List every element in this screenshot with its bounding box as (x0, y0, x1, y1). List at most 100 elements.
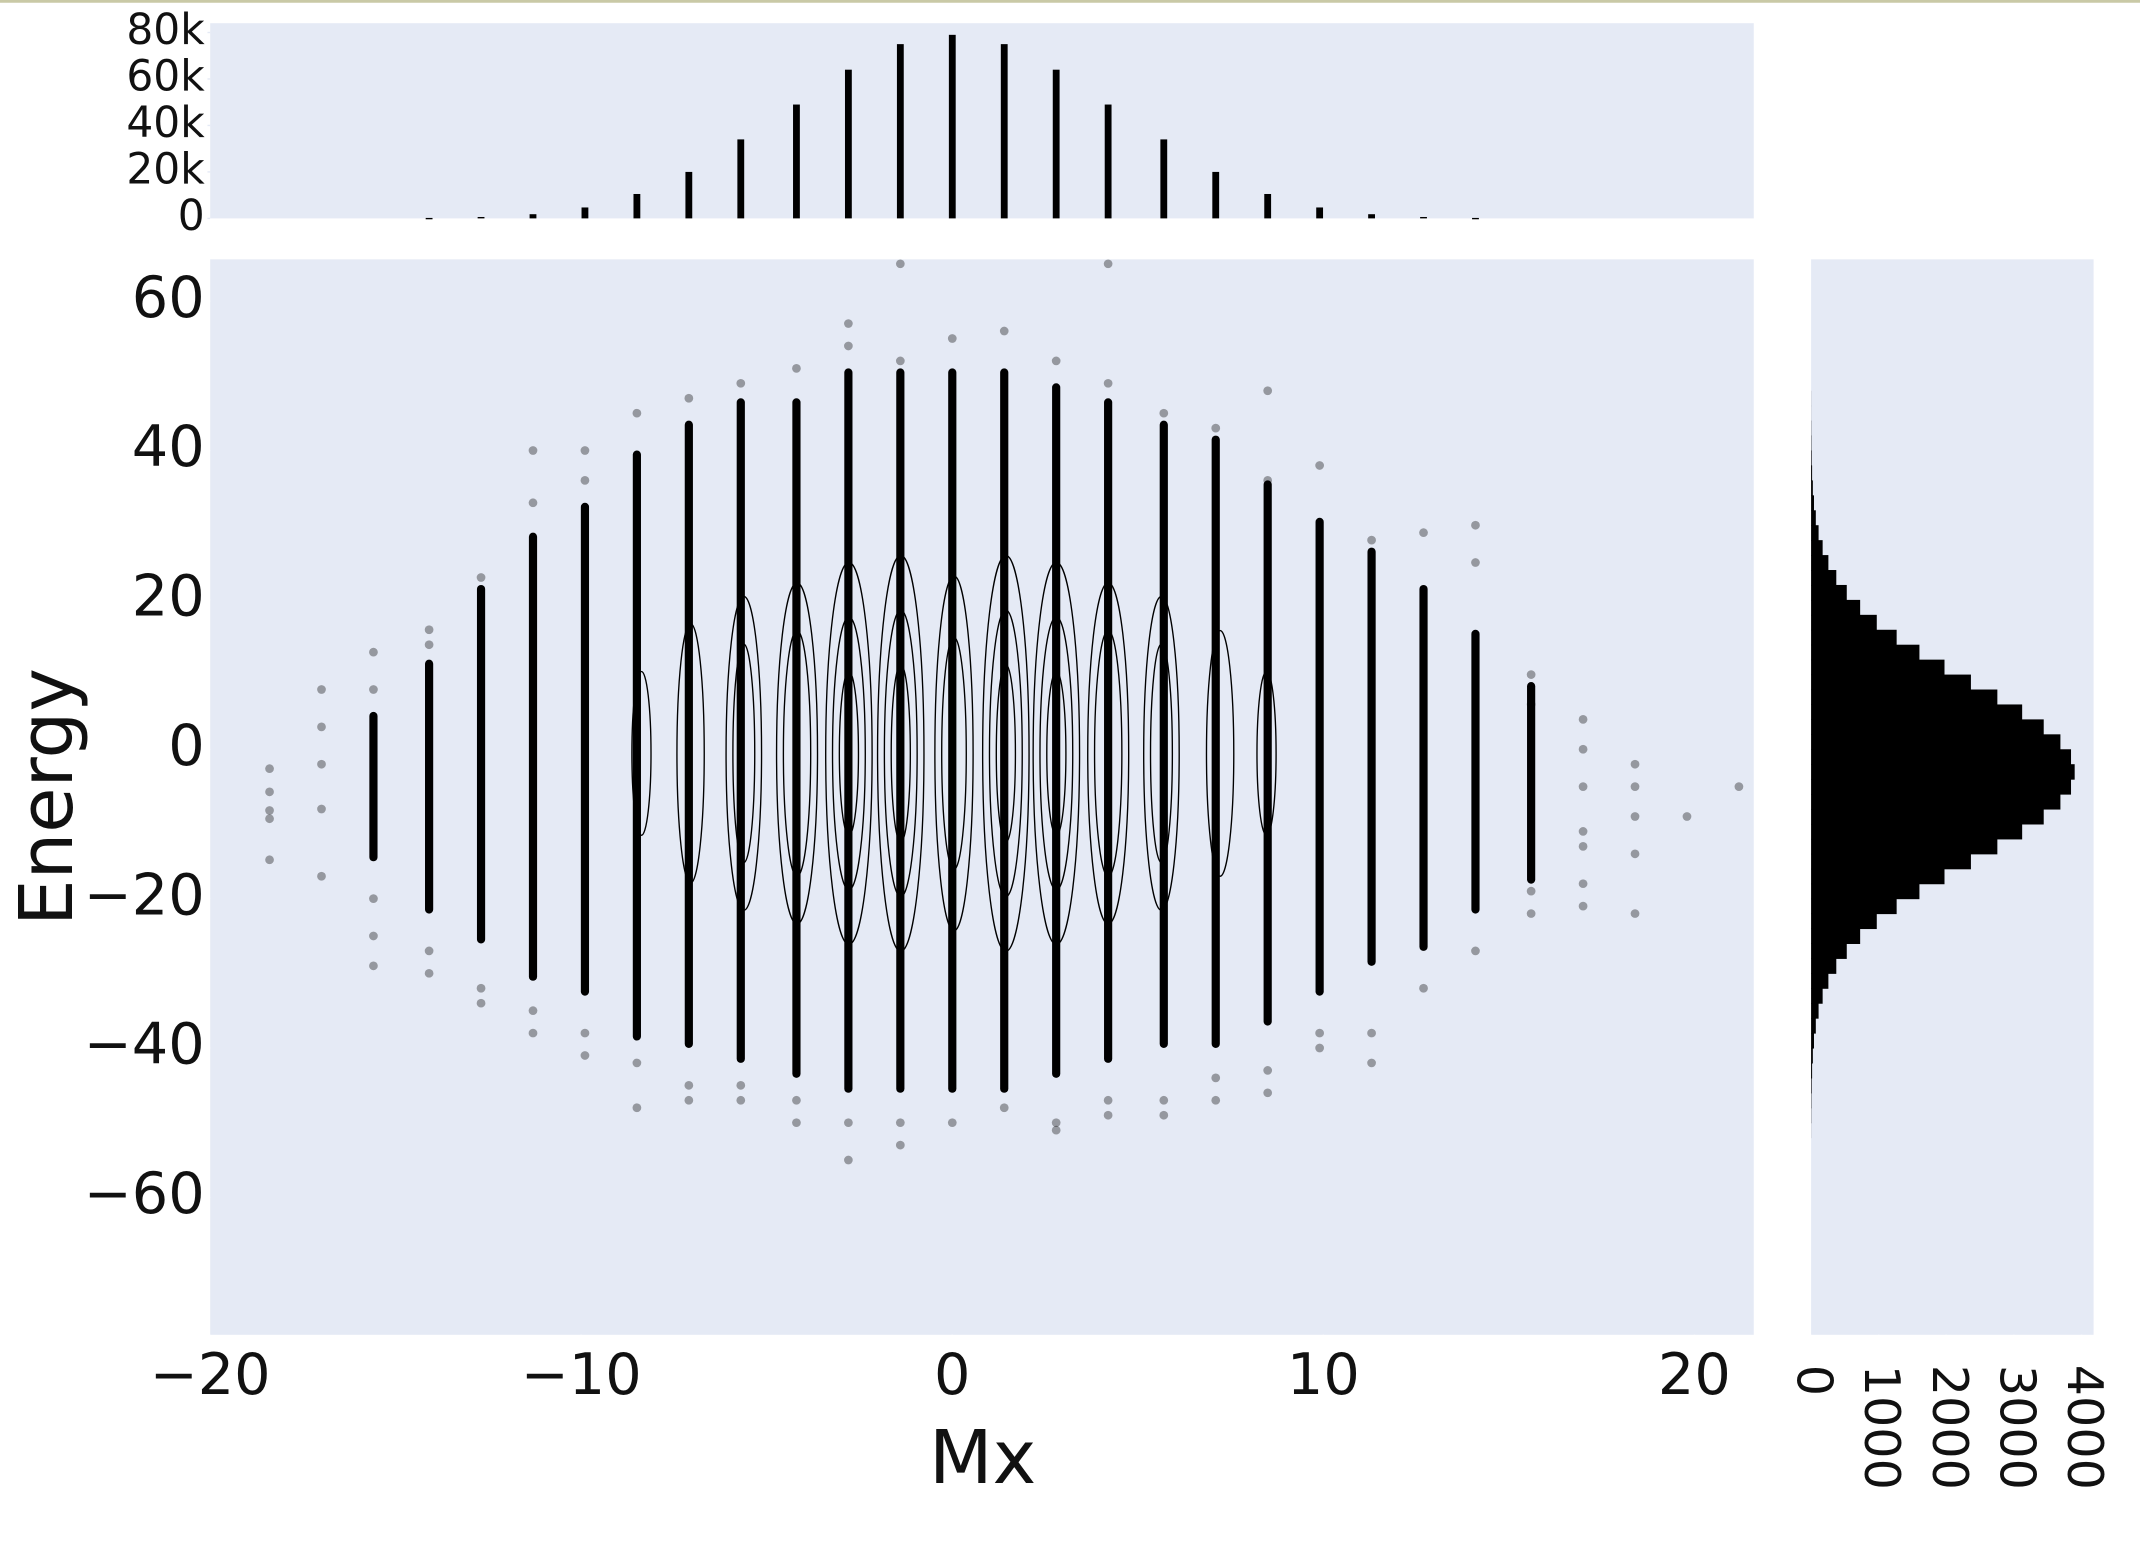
bar (1104, 104, 1112, 219)
bar (1316, 207, 1324, 219)
x-tick-label: 1000 (1853, 1365, 1911, 1490)
point (1471, 946, 1480, 956)
y-tick-label: 40k (126, 98, 205, 147)
hist-bar (1811, 1077, 1812, 1094)
contour (890, 663, 912, 843)
point (1315, 1043, 1324, 1053)
point (1211, 1095, 1221, 1105)
point (1367, 1028, 1376, 1038)
contour (1087, 582, 1130, 925)
point (265, 814, 274, 824)
x-tick-label: 0 (1786, 1365, 1844, 1396)
point (528, 446, 538, 455)
y-axis-label: Energy (5, 668, 90, 926)
point (1526, 886, 1536, 896)
hist-bar (1811, 913, 1877, 930)
point (1578, 715, 1588, 724)
point (1526, 670, 1536, 679)
point (1159, 408, 1169, 418)
point (895, 356, 905, 366)
hist-bar (1811, 584, 1847, 601)
bar (1160, 139, 1168, 219)
point (1103, 1110, 1113, 1120)
point (844, 1155, 853, 1165)
hist-bar (1811, 570, 1837, 586)
hist-bar (1811, 898, 1897, 915)
point (736, 378, 746, 388)
hist-bar (1811, 988, 1823, 1004)
bar (948, 34, 956, 219)
point (369, 685, 378, 694)
point (1578, 879, 1588, 889)
hist-bar (1811, 525, 1819, 541)
y-tick-label: −40 (84, 1011, 205, 1078)
point (476, 998, 486, 1008)
point (1630, 849, 1640, 859)
contour (934, 575, 974, 932)
hist-bar (1811, 1062, 1813, 1079)
bar (425, 217, 433, 220)
x-tick-label: −10 (521, 1341, 642, 1408)
point (1734, 782, 1744, 791)
point (1682, 812, 1692, 821)
point (1419, 528, 1428, 538)
contour (1093, 629, 1123, 877)
point (580, 1028, 590, 1038)
contour (981, 554, 1030, 952)
point (424, 946, 434, 956)
bar (1052, 69, 1060, 219)
point (999, 1103, 1009, 1113)
point (1630, 909, 1640, 918)
contour (775, 582, 819, 925)
point (1051, 1125, 1061, 1135)
contour (725, 595, 763, 912)
dense-strip (1211, 435, 1220, 1049)
hist-bar (1811, 868, 1945, 885)
point (265, 855, 274, 865)
dense-strip (1315, 517, 1324, 996)
point (999, 326, 1009, 336)
point (528, 1006, 538, 1016)
point (1367, 535, 1376, 545)
point (1578, 744, 1588, 754)
point (1103, 378, 1113, 388)
hist-bar (1811, 809, 2044, 825)
contour (1046, 670, 1067, 836)
dense-strip (1471, 629, 1480, 914)
hist-bar (1811, 973, 1829, 989)
main-panel (210, 259, 1754, 1335)
bar (529, 214, 537, 219)
point (369, 961, 378, 971)
dense-strip (736, 398, 745, 1063)
point (895, 259, 905, 269)
hist-bar (1811, 495, 1814, 511)
x-tick-label: 20 (1658, 1341, 1731, 1408)
bar (1472, 217, 1479, 220)
hist-bar (1811, 1003, 1819, 1019)
point (844, 341, 853, 351)
bar (581, 207, 589, 219)
hist-bar (1811, 883, 1920, 900)
point (1578, 827, 1588, 836)
hist-bar (1811, 555, 1829, 571)
y-tick-label: 20k (126, 144, 205, 193)
point (1630, 759, 1640, 769)
point (1630, 812, 1640, 821)
contour (1256, 670, 1277, 836)
hist-bar (1811, 689, 1998, 705)
point (792, 1095, 801, 1105)
point (1051, 1118, 1061, 1128)
y-tick-label: 0 (178, 191, 205, 240)
y-tick-label: 80k (126, 5, 205, 54)
dense-strip (1263, 480, 1272, 1026)
x-tick-label: 10 (1287, 1341, 1360, 1408)
dense-strip (476, 584, 486, 944)
point (1103, 259, 1113, 269)
bar (685, 171, 693, 219)
hist-bar (1811, 599, 1861, 616)
bar (896, 44, 904, 219)
x-tick-label: 4000 (2056, 1365, 2114, 1490)
point (1315, 1028, 1324, 1038)
dense-strip (948, 368, 957, 1093)
